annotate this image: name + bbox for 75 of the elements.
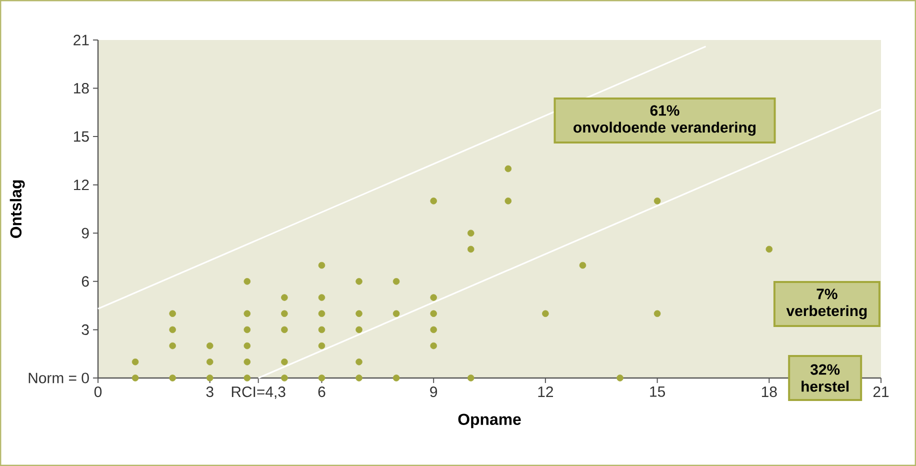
- point: [169, 326, 176, 334]
- y-axis-title: Ontslag: [10, 180, 25, 238]
- point: [244, 358, 251, 366]
- point: [244, 278, 251, 285]
- point: [244, 342, 251, 350]
- point: [169, 342, 176, 350]
- annotation: verbetering: [786, 305, 867, 320]
- x-tick-label: 18: [762, 386, 777, 398]
- point: [206, 342, 214, 350]
- point: [281, 374, 288, 382]
- x-tick-label: 12: [538, 386, 553, 397]
- point: [430, 294, 437, 301]
- annotation: 7%: [816, 288, 838, 300]
- point: [430, 310, 437, 317]
- y-tick-label: Norm = 0: [28, 372, 89, 384]
- x-tick-label: 3: [206, 386, 214, 398]
- point: [616, 374, 624, 382]
- point: [281, 326, 288, 334]
- point: [654, 310, 661, 317]
- point: [206, 374, 214, 382]
- annotation: onvoldoende verandering: [574, 122, 756, 136]
- point: [504, 165, 512, 172]
- point: [132, 374, 139, 382]
- x-tick-label: 15: [650, 386, 665, 397]
- y-tick-label: 3: [82, 324, 89, 335]
- point: [169, 374, 176, 382]
- annotation: 61%: [650, 105, 680, 116]
- point: [281, 310, 288, 317]
- point: [356, 326, 362, 334]
- x-tick-label: 9: [430, 386, 438, 398]
- x-tick-label: 6: [318, 386, 326, 398]
- text: herstel: [802, 380, 849, 392]
- point: [169, 310, 176, 317]
- x-tick-label: RCI=4,3: [232, 386, 286, 399]
- point: [430, 342, 437, 350]
- y-tick-label: 12: [74, 180, 89, 190]
- point: [132, 358, 139, 366]
- point: [318, 262, 326, 269]
- y-tick-label: 9: [82, 228, 89, 238]
- point: [206, 358, 214, 366]
- point: [356, 374, 362, 382]
- point: [504, 198, 512, 204]
- point: [281, 358, 288, 366]
- point: [392, 310, 400, 317]
- point: [318, 310, 326, 317]
- x-tick-label: 21: [873, 386, 889, 397]
- point: [356, 310, 362, 317]
- point: [766, 246, 773, 253]
- point: [467, 374, 474, 382]
- annotation: 32%: [810, 364, 840, 375]
- point: [318, 342, 326, 350]
- y-tick-label: 6: [82, 276, 89, 287]
- point: [392, 278, 400, 285]
- point: [467, 246, 474, 253]
- point: [356, 358, 362, 366]
- x-axis-title: Opname: [458, 414, 521, 428]
- point: [244, 374, 251, 382]
- y-tick-label: 18: [74, 82, 89, 94]
- point: [430, 198, 437, 204]
- x-tick-label: 0: [94, 386, 102, 398]
- point: [542, 310, 549, 317]
- point: [654, 198, 661, 204]
- point: [318, 374, 326, 382]
- y-tick-label: 21: [74, 34, 89, 46]
- point: [318, 326, 326, 334]
- point: [244, 310, 251, 317]
- point: [281, 294, 288, 301]
- point: [430, 326, 437, 334]
- point: [244, 326, 251, 334]
- point: [392, 374, 400, 382]
- point: [318, 294, 326, 301]
- point: [356, 278, 362, 285]
- point: [467, 230, 474, 237]
- point: [579, 262, 586, 269]
- y-tick-label: 15: [74, 131, 89, 142]
